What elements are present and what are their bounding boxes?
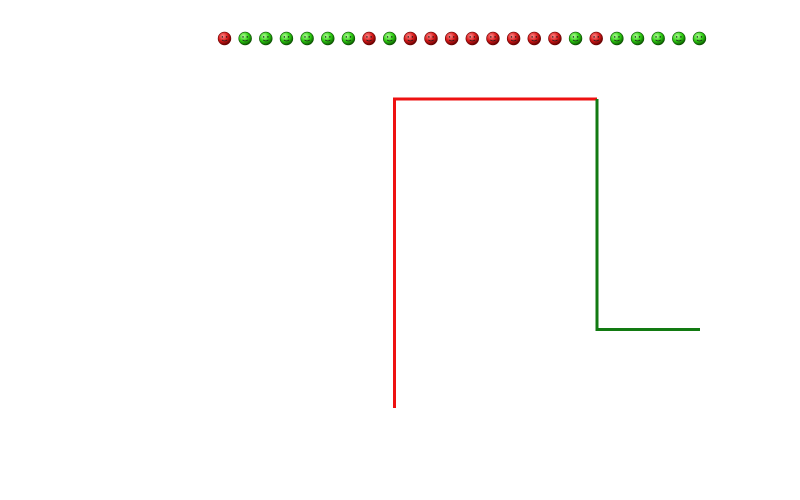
- smiley-face-icon-green: [568, 31, 583, 46]
- smiley-face-icon-green: [610, 31, 624, 46]
- smiley-face-icon-red: [486, 31, 500, 46]
- smiley-face-icon-red: [424, 31, 438, 46]
- smiley-face-icon-green: [341, 31, 356, 46]
- smiley-face-icon-green: [279, 31, 294, 46]
- smiley-face-icon-green: [238, 31, 252, 46]
- path-segment-green: [595, 99, 700, 331]
- face-row: [217, 31, 707, 46]
- smiley-face-icon-red: [362, 31, 376, 46]
- smiley-face-icon-green: [651, 31, 665, 46]
- smiley-face-icon-green: [630, 31, 645, 46]
- path-segment-red: [393, 97, 597, 408]
- smiley-face-icon-red: [589, 31, 603, 46]
- smiley-face-icon-red: [403, 31, 418, 46]
- smiley-face-icon-red: [527, 31, 541, 46]
- smiley-face-icon-red: [548, 31, 562, 46]
- smiley-face-icon-green: [672, 31, 686, 46]
- smiley-face-icon-green: [259, 31, 273, 46]
- smiley-face-icon-green: [692, 31, 707, 46]
- smiley-face-icon-red: [465, 31, 479, 46]
- smiley-face-icon-green: [383, 31, 397, 46]
- smiley-face-icon-red: [217, 31, 232, 46]
- path-lines: [393, 97, 700, 408]
- smiley-face-icon-green: [321, 31, 335, 46]
- smiley-face-icon-red: [444, 31, 459, 46]
- smiley-face-icon-red: [506, 31, 521, 46]
- smiley-face-icon-green: [300, 31, 314, 46]
